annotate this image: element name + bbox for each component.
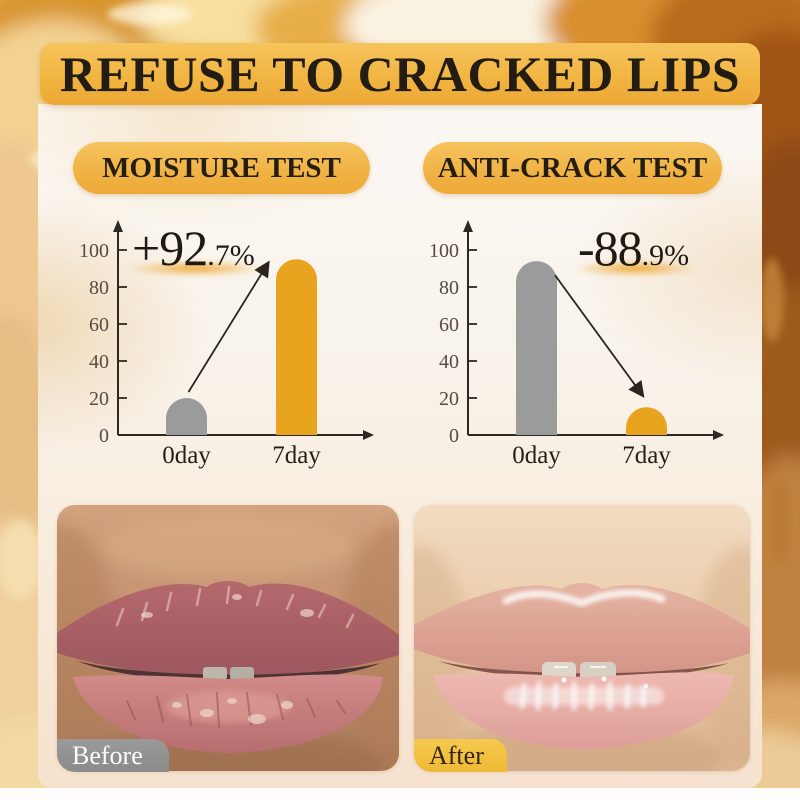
x-category-label: 0day bbox=[512, 442, 561, 469]
moisture-test-chart-plot: 0 20 40 60 80 100 0day 7day bbox=[79, 220, 374, 469]
bar-0day bbox=[166, 398, 207, 435]
crack-texture bbox=[115, 585, 355, 728]
lower-lip bbox=[73, 674, 383, 753]
y-tick-label: 60 bbox=[439, 314, 459, 336]
anti-crack-annotation-value: -88 bbox=[578, 220, 643, 276]
before-photo bbox=[57, 505, 399, 771]
x-category-label: 7day bbox=[272, 442, 321, 469]
after-photo-illustration bbox=[414, 505, 750, 771]
x-category-label: 0day bbox=[162, 442, 211, 469]
y-tick-label: 100 bbox=[429, 240, 459, 262]
x-category-label: 7day bbox=[622, 442, 671, 469]
y-tick-label: 100 bbox=[79, 240, 109, 262]
y-tick-label: 40 bbox=[89, 351, 109, 373]
y-tick-label: 20 bbox=[89, 388, 109, 410]
bars bbox=[516, 261, 667, 435]
teeth bbox=[203, 667, 254, 680]
bottom-white-strip bbox=[0, 788, 800, 800]
moisture-test-chart: 0 20 40 60 80 100 0day 7day +92.7% bbox=[79, 215, 388, 470]
moisture-annotation-value: +92 bbox=[132, 220, 208, 276]
chart-axes: 0 20 40 60 80 100 bbox=[79, 220, 374, 447]
anti-crack-annotation: -88.9% bbox=[572, 220, 700, 276]
upper-lip bbox=[57, 581, 399, 676]
title-banner: REFUSE TO CRACKED LIPS bbox=[40, 43, 760, 105]
anti-crack-annotation-decimal: .9% bbox=[641, 239, 690, 272]
moisture-annotation-decimal: .7% bbox=[207, 239, 255, 272]
y-tick-label: 40 bbox=[439, 351, 459, 373]
bar-0day bbox=[516, 261, 557, 435]
y-tick-label: 60 bbox=[89, 314, 109, 336]
gloss-highlight bbox=[502, 589, 666, 607]
trend-arrow bbox=[187, 260, 270, 393]
chart-axes: 0 20 40 60 80 100 bbox=[429, 220, 724, 447]
y-tick-label: 80 bbox=[89, 277, 109, 299]
page-title: REFUSE TO CRACKED LIPS bbox=[59, 46, 741, 102]
trend-arrow bbox=[554, 274, 645, 398]
after-badge-label: After bbox=[429, 740, 484, 770]
upper-lip bbox=[414, 583, 750, 676]
bar-7day bbox=[626, 407, 667, 435]
bars bbox=[166, 259, 317, 435]
after-badge: After bbox=[414, 739, 507, 772]
moisture-test-pill: MOISTURE TEST bbox=[73, 142, 370, 194]
y-tick-label: 80 bbox=[439, 277, 459, 299]
y-tick-label: 0 bbox=[449, 425, 459, 447]
moisture-annotation: +92.7% bbox=[126, 220, 265, 276]
moisture-test-label: MOISTURE TEST bbox=[102, 151, 341, 184]
anti-crack-test-label: ANTI-CRACK TEST bbox=[437, 151, 708, 184]
before-badge-label: Before bbox=[72, 740, 143, 770]
anti-crack-test-pill: ANTI-CRACK TEST bbox=[423, 142, 722, 194]
before-photo-illustration bbox=[57, 505, 399, 771]
before-badge: Before bbox=[57, 739, 169, 772]
lower-lip bbox=[434, 672, 734, 749]
anti-crack-test-chart: 0 20 40 60 80 100 0day 7day -88.9% bbox=[429, 215, 738, 470]
anti-crack-test-chart-plot: 0 20 40 60 80 100 0day 7day bbox=[429, 220, 724, 469]
gloss-streaks bbox=[520, 681, 646, 711]
y-tick-label: 0 bbox=[99, 425, 109, 447]
bar-7day bbox=[276, 259, 317, 435]
after-photo bbox=[414, 505, 750, 771]
y-tick-label: 20 bbox=[439, 388, 459, 410]
